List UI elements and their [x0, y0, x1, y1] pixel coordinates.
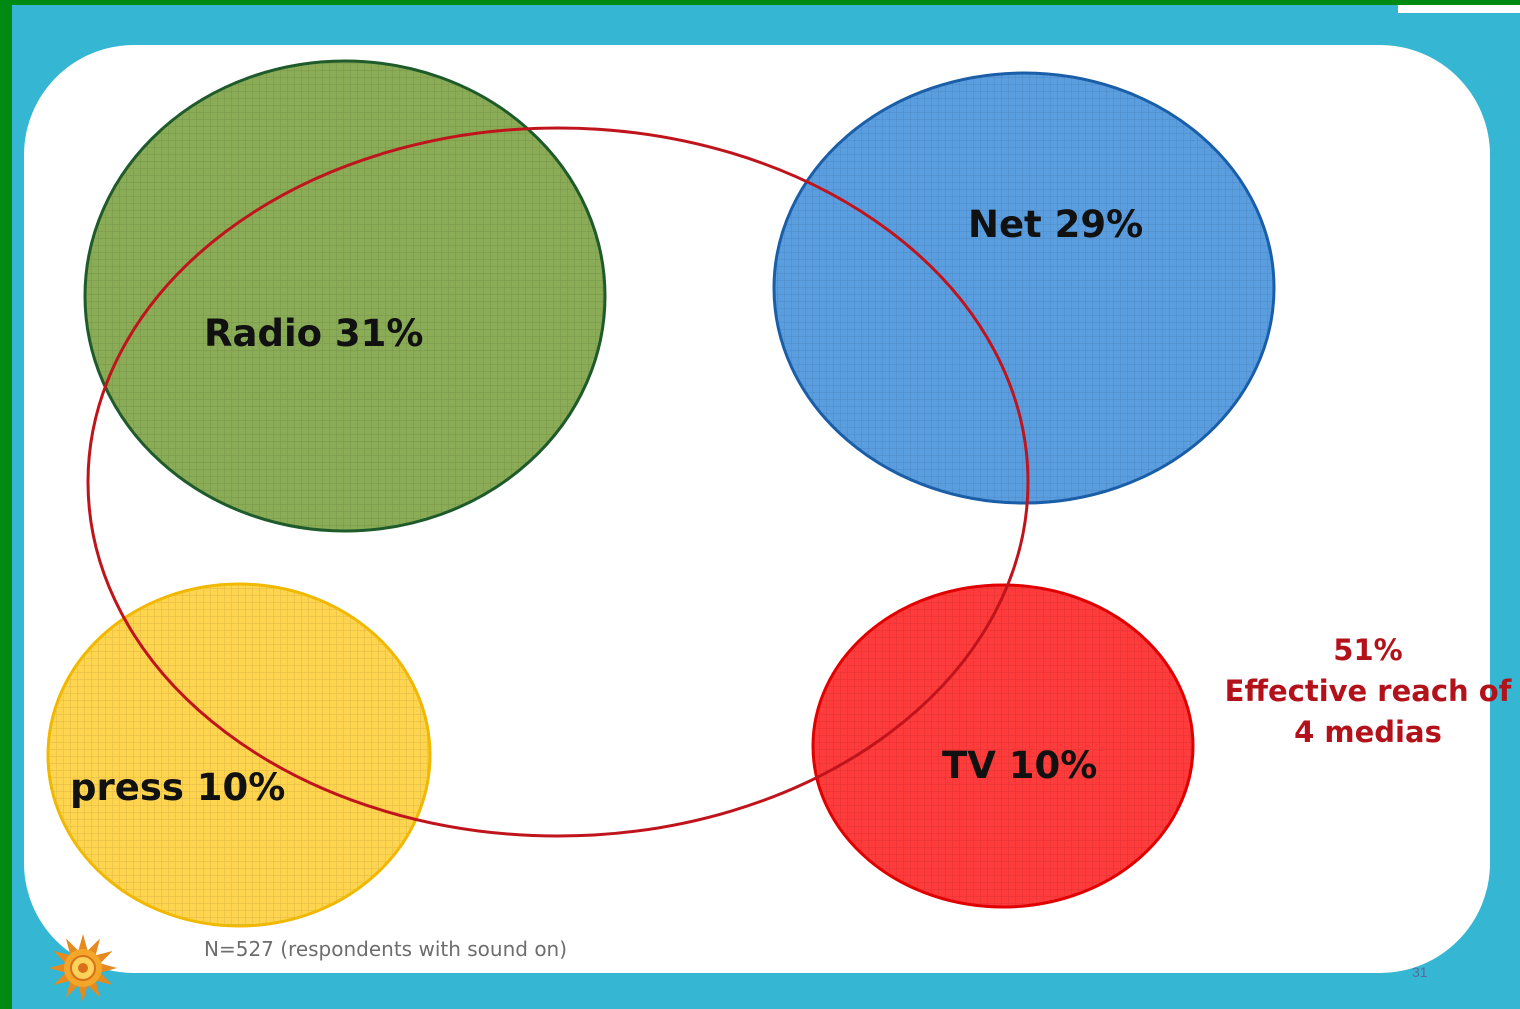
- sample-footnote: N=527 (respondents with sound on): [204, 937, 568, 961]
- page-number: 31: [1412, 964, 1428, 980]
- net-label: Net 29%: [968, 203, 1144, 246]
- press-label: press 10%: [70, 766, 286, 809]
- radio-circle-grid: [83, 59, 607, 533]
- reach-ellipse: [86, 126, 1030, 838]
- tv-circle-grid: [811, 583, 1195, 909]
- tv-label: TV 10%: [942, 744, 1098, 787]
- press-circle-grid: [46, 582, 432, 928]
- net-circle-grid: [772, 71, 1276, 505]
- effective-reach-callout: 51% Effective reach of 4 medias: [1218, 630, 1518, 753]
- reach-line-1: Effective reach of: [1224, 674, 1512, 708]
- corner-mark: [1398, 5, 1520, 13]
- radio-label: Radio 31%: [204, 312, 424, 355]
- reach-percent: 51%: [1333, 633, 1403, 667]
- reach-line-2: 4 medias: [1294, 715, 1442, 749]
- sun-ornament-logo: [49, 934, 117, 1002]
